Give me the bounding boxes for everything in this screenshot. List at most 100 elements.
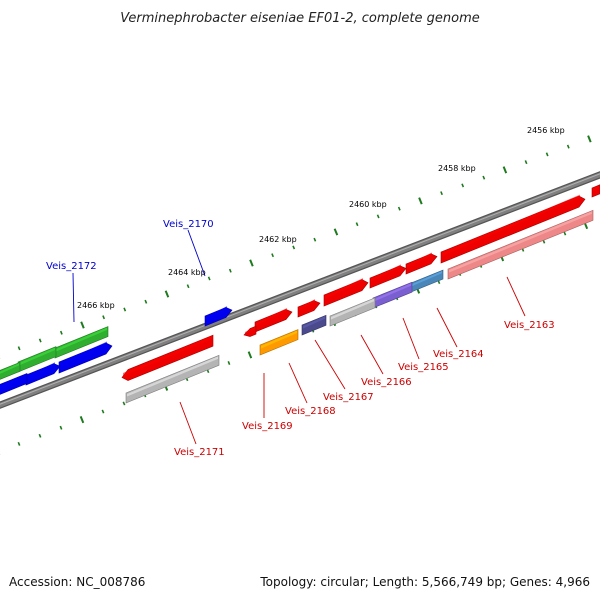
backbone-line (0, 172, 600, 408)
gene-highlight (60, 341, 107, 366)
backbone-highlight (0, 173, 600, 405)
kbp-label: 2464 kbp (168, 268, 206, 277)
scale-tick (79, 416, 85, 424)
scale-tick (440, 191, 443, 196)
gene-feature (369, 264, 407, 289)
gene-body (254, 309, 293, 333)
gene-highlight (374, 283, 411, 302)
gene-feature (301, 314, 327, 336)
scale-tick (17, 346, 21, 351)
gene-highlight (56, 327, 107, 352)
scale-tick (101, 409, 105, 414)
leader-line (179, 401, 197, 445)
kbp-label: 2460 kbp (349, 200, 387, 209)
scale-tick (59, 330, 63, 335)
gene-highlight (299, 299, 315, 311)
scale-tick (271, 253, 275, 258)
gene-feature (405, 252, 438, 275)
scale-tick (333, 228, 339, 236)
gene-highlight (245, 327, 255, 334)
gene-feature (329, 297, 376, 327)
gene-features (0, 184, 600, 404)
kbp-labels: 2456 kbp 2458 kbp 2460 kbp 2462 kbp 2464… (77, 126, 565, 310)
leader-line (72, 272, 75, 323)
gene-highlight (0, 363, 19, 374)
gene-highlight (206, 306, 227, 320)
leader-line (360, 334, 384, 375)
scale-tick (482, 175, 486, 180)
scale-tick (186, 284, 190, 289)
scale-tick (502, 166, 508, 174)
scale-tick (122, 401, 126, 406)
gene-highlight (593, 185, 599, 192)
gene-label-veis-2172[interactable]: Veis_2172 (46, 261, 97, 272)
gene-highlight (325, 278, 363, 299)
gene-highlight (303, 316, 325, 329)
scale-tick (164, 290, 170, 298)
gene-highlight (19, 347, 55, 366)
gene-body (323, 279, 369, 307)
gene-highlight (407, 252, 432, 268)
scale-tick (313, 237, 317, 242)
scale-tick (292, 245, 296, 250)
gene-label-veis-2165[interactable]: Veis_2165 (398, 362, 449, 373)
label-leader-lines (72, 229, 526, 445)
gene-feature (243, 325, 257, 337)
gene-label-veis-2163[interactable]: Veis_2163 (504, 320, 555, 331)
gene-label-veis-2169[interactable]: Veis_2169 (242, 421, 293, 432)
scale-tick (227, 361, 231, 365)
scale-tick (228, 268, 232, 273)
scale-tick (80, 321, 85, 329)
leader-line (288, 362, 308, 404)
gene-feature (447, 209, 594, 280)
gene-highlight (449, 211, 592, 273)
gene-highlight (127, 356, 218, 397)
genome-summary-text: Topology: circular; Length: 5,566,749 bp… (259, 575, 590, 589)
scale-tick (123, 307, 127, 312)
gene-label-veis-2170[interactable]: Veis_2170 (163, 219, 214, 230)
gene-highlight (27, 362, 55, 379)
leader-line (402, 317, 420, 360)
scale-tick (524, 160, 528, 165)
scale-tick (587, 135, 592, 143)
scale-tick (249, 259, 254, 267)
gene-feature (121, 334, 214, 381)
kbp-label: 2466 kbp (77, 301, 115, 310)
gene-label-veis-2164[interactable]: Veis_2164 (433, 349, 484, 360)
leader-line (436, 307, 458, 348)
gene-label-veis-2166[interactable]: Veis_2166 (361, 377, 412, 388)
gene-feature (125, 354, 220, 404)
scale-tick (545, 152, 549, 157)
kbp-label: 2458 kbp (438, 164, 476, 173)
kbp-label: 2456 kbp (527, 126, 565, 135)
scale-tick (418, 197, 423, 205)
scale-ticks (0, 135, 592, 455)
scale-tick (17, 441, 21, 446)
scale-tick (38, 433, 42, 438)
gene-label-veis-2171[interactable]: Veis_2171 (174, 447, 225, 458)
gene-feature (0, 361, 21, 380)
accession-text: Accession: NC_008786 (9, 575, 145, 589)
kbp-label: 2462 kbp (259, 235, 297, 244)
gene-highlight (261, 330, 297, 349)
gene-label-veis-2167[interactable]: Veis_2167 (323, 392, 374, 403)
scale-tick (461, 183, 465, 188)
gene-feature (259, 329, 299, 356)
scale-tick (376, 214, 380, 219)
leader-line (187, 229, 206, 277)
gene-label-veis-2168[interactable]: Veis_2168 (285, 406, 336, 417)
gene-feature (0, 372, 28, 395)
gene-highlight (412, 271, 442, 287)
gene-feature (410, 269, 444, 293)
scale-tick (566, 144, 570, 149)
leader-line (314, 339, 346, 390)
gene-feature (372, 281, 413, 309)
scale-tick (397, 206, 401, 211)
gene-highlight (0, 374, 26, 389)
scale-tick (38, 338, 42, 343)
gene-highlight (256, 308, 287, 326)
gene-feature (297, 299, 321, 318)
gene-highlight (123, 336, 212, 376)
gene-highlight (331, 298, 374, 320)
